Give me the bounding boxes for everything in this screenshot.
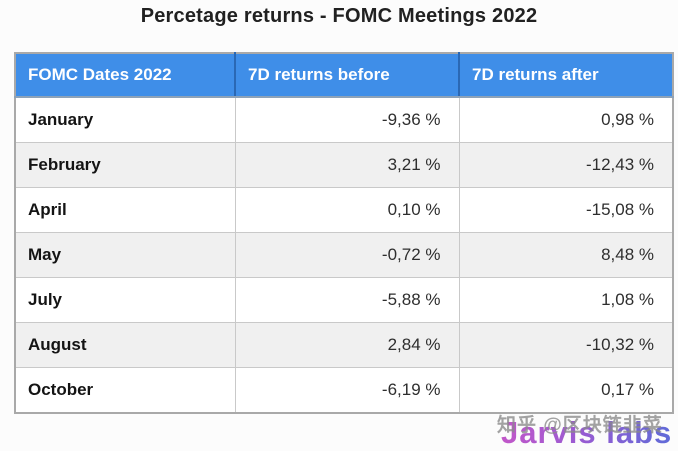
header-cell-fomc-dates: FOMC Dates 2022 [15, 53, 235, 98]
header-cell-returns-after: 7D returns after [458, 53, 673, 98]
zhihu-watermark: 知乎 @区块链韭菜 [497, 415, 663, 436]
returns-after-cell: 1,08 % [458, 277, 674, 323]
returns-before-cell: -5,88 % [234, 277, 460, 323]
returns-after-cell: -15,08 % [458, 187, 674, 233]
month-cell: January [14, 96, 236, 143]
month-cell: October [14, 367, 236, 414]
table-row: February 3,21 % -12,43 % [14, 142, 674, 188]
table-row: January -9,36 % 0,98 % [14, 96, 674, 143]
month-cell: April [14, 187, 236, 233]
returns-after-cell: -12,43 % [458, 142, 674, 188]
table-row: August 2,84 % -10,32 % [14, 322, 674, 368]
returns-after-cell: 8,48 % [458, 232, 674, 278]
returns-after-cell: 0,17 % [458, 367, 674, 414]
header-cell-returns-before: 7D returns before [234, 53, 459, 98]
returns-before-cell: 0,10 % [234, 187, 460, 233]
returns-before-cell: -0,72 % [234, 232, 460, 278]
table-row: May -0,72 % 8,48 % [14, 232, 674, 278]
page-title: Percetage returns - FOMC Meetings 2022 [140, 5, 538, 27]
month-cell: February [14, 142, 236, 188]
returns-after-cell: 0,98 % [458, 96, 674, 143]
month-cell: July [14, 277, 236, 323]
table-row: October -6,19 % 0,17 % [14, 367, 674, 414]
returns-before-cell: -6,19 % [234, 367, 460, 414]
returns-table: FOMC Dates 2022 7D returns before 7D ret… [14, 52, 674, 414]
table-header-row: FOMC Dates 2022 7D returns before 7D ret… [15, 53, 673, 98]
returns-before-cell: 2,84 % [234, 322, 460, 368]
month-cell: May [14, 232, 236, 278]
table-row: July -5,88 % 1,08 % [14, 277, 674, 323]
returns-after-cell: -10,32 % [458, 322, 674, 368]
table-row: April 0,10 % -15,08 % [14, 187, 674, 233]
returns-before-cell: -9,36 % [234, 96, 460, 143]
returns-before-cell: 3,21 % [234, 142, 460, 188]
month-cell: August [14, 322, 236, 368]
